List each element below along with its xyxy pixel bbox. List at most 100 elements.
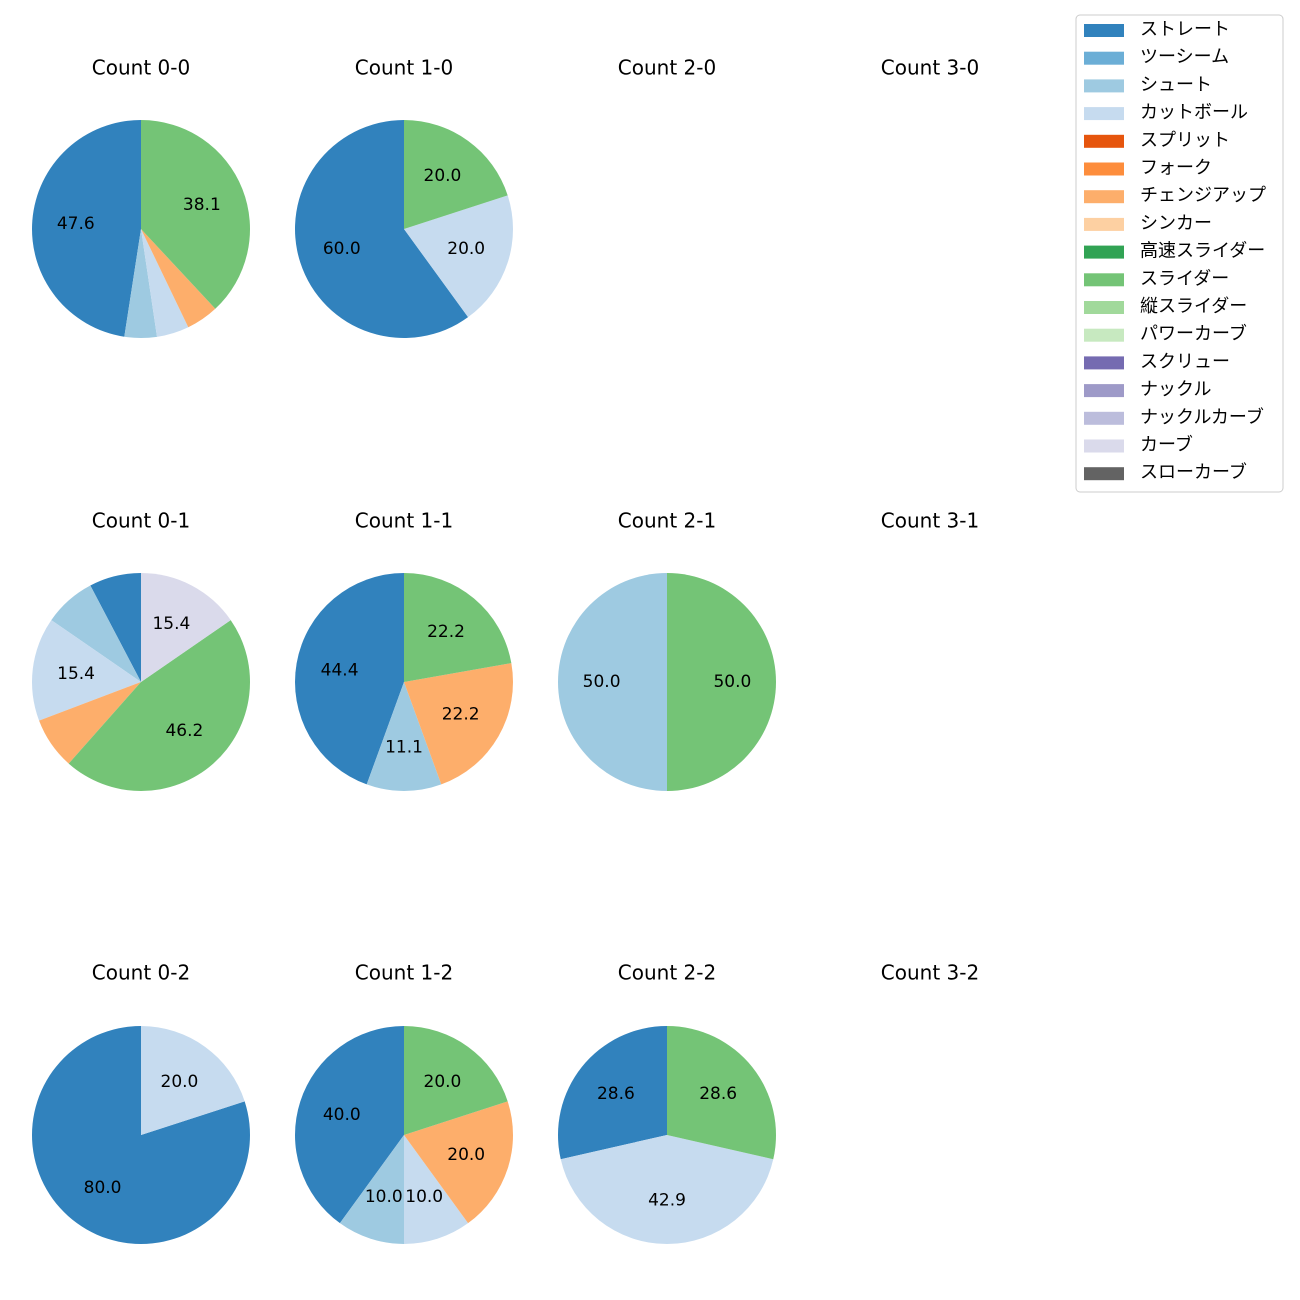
slice-label: 40.0 xyxy=(323,1105,361,1125)
slice-label: 20.0 xyxy=(424,166,462,186)
legend-swatch xyxy=(1084,384,1124,398)
slice-label: 20.0 xyxy=(161,1072,199,1092)
pie-slice xyxy=(141,229,216,328)
pie-slice xyxy=(560,1135,774,1245)
slice-label: 22.2 xyxy=(427,622,465,642)
legend-label: 縦スライダー xyxy=(1140,296,1247,317)
pie-title: Count 0-1 xyxy=(92,509,190,533)
pie-title: Count 0-2 xyxy=(92,961,190,985)
pie-slice xyxy=(32,1026,251,1244)
pie-chart: Count 0-2 80.0 20.0 xyxy=(32,961,251,1244)
pie-slice xyxy=(667,573,776,791)
legend-label: スライダー xyxy=(1140,268,1229,289)
slice-label: 80.0 xyxy=(84,1178,122,1198)
legend-swatch xyxy=(1084,273,1124,287)
legend-swatch xyxy=(1084,411,1124,425)
pie-title: Count 1-0 xyxy=(355,56,453,80)
pie-chart: Count 3-2 xyxy=(881,961,979,985)
pie-slice xyxy=(141,573,231,682)
pie-slice xyxy=(295,120,469,338)
pie-slice xyxy=(141,119,250,309)
legend: ストレートツーシームシュートカットボールスプリットフォークチェンジアップシンカー… xyxy=(1075,14,1284,493)
legend-swatch xyxy=(1084,190,1124,204)
slice-label: 47.6 xyxy=(57,214,95,234)
slice-label: 15.4 xyxy=(152,614,190,634)
pie-slice xyxy=(32,120,142,337)
legend-label: パワーカーブ xyxy=(1140,323,1247,345)
pie-chart: Count 3-0 xyxy=(881,56,979,80)
legend-swatch xyxy=(1084,467,1124,481)
pie-slice xyxy=(404,1101,513,1224)
pie-title: Count 0-0 xyxy=(92,56,190,80)
pie-title: Count 1-1 xyxy=(355,509,453,533)
slice-label: 10.0 xyxy=(365,1187,403,1207)
pie-chart: Count 2-0 xyxy=(618,56,716,80)
legend-swatch xyxy=(1084,301,1124,314)
pie-chart: Count 2-2 28.6 42.9 28.6 xyxy=(558,961,776,1245)
pie-slice xyxy=(404,120,508,229)
legend-label: スクリュー xyxy=(1140,351,1230,372)
pie-slice xyxy=(141,1026,245,1135)
pie-slice xyxy=(558,1026,667,1160)
slice-label: 11.1 xyxy=(385,737,423,757)
slice-label: 46.2 xyxy=(165,721,203,741)
pie-chart: Count 1-1 44.4 11.1 22.2 22.2 xyxy=(294,509,513,791)
legend-swatch xyxy=(1084,439,1124,453)
pie-slice xyxy=(39,682,141,764)
slice-label: 22.2 xyxy=(442,705,480,725)
legend-label: シュート xyxy=(1140,74,1212,95)
legend-swatch xyxy=(1084,217,1124,231)
pie-chart: Count 0-0 47.6 38.1 xyxy=(32,56,250,338)
legend-label: フォーク xyxy=(1140,158,1212,179)
pie-slice xyxy=(366,682,442,791)
legend-label: カットボール xyxy=(1140,102,1248,123)
pie-slice xyxy=(51,585,142,682)
pie-chart: Count 0-1 15.4 46.2 15.4 xyxy=(32,509,251,791)
legend-label: スプリット xyxy=(1140,130,1230,151)
pie-slice xyxy=(667,1026,776,1160)
pie-slice xyxy=(294,1026,404,1224)
slice-label: 60.0 xyxy=(323,239,361,259)
pie-slice xyxy=(404,195,513,318)
legend-swatch xyxy=(1084,134,1124,148)
legend-frame xyxy=(1075,14,1284,493)
pie-chart: Count 1-2 40.0 10.0 10.0 20.0 20.0 xyxy=(294,961,513,1244)
pie-chart: Count 2-1 50.0 50.0 xyxy=(558,509,776,791)
legend-swatch xyxy=(1084,356,1124,370)
pie-slice xyxy=(68,620,251,791)
slice-label: 10.0 xyxy=(405,1187,443,1207)
pie-slice xyxy=(404,663,513,785)
legend-swatch xyxy=(1084,51,1124,65)
legend-label: ツーシーム xyxy=(1140,47,1229,68)
slice-label: 20.0 xyxy=(447,239,485,259)
legend-swatch xyxy=(1084,162,1124,176)
pie-title: Count 3-0 xyxy=(881,56,979,80)
pie-slice xyxy=(404,1026,508,1135)
pie-title: Count 2-0 xyxy=(618,56,716,80)
legend-swatch xyxy=(1084,79,1124,93)
slice-label: 38.1 xyxy=(183,195,221,215)
legend-swatch xyxy=(1084,328,1124,342)
legend-label: チェンジアップ xyxy=(1140,185,1266,206)
pie-title: Count 1-2 xyxy=(355,961,453,985)
legend-swatch xyxy=(1084,107,1124,121)
legend-label: シンカー xyxy=(1140,213,1212,234)
legend-swatch xyxy=(1084,24,1124,37)
pie-slice xyxy=(558,573,667,791)
pie-slice xyxy=(339,1135,404,1244)
pie-slice xyxy=(32,620,142,721)
slice-label: 15.4 xyxy=(57,664,95,684)
legend-swatch xyxy=(1084,245,1124,259)
legend-label: ナックル xyxy=(1140,379,1211,400)
slice-label: 42.9 xyxy=(648,1190,686,1210)
legend-label: ナックルカーブ xyxy=(1140,406,1264,428)
pie-title: Count 3-1 xyxy=(881,509,979,533)
pie-title: Count 2-1 xyxy=(618,509,716,533)
pie-title: Count 2-2 xyxy=(618,961,716,985)
pie-chart: Count 3-1 xyxy=(881,509,979,533)
slice-label: 44.4 xyxy=(321,661,359,681)
pie-chart: Count 1-0 60.0 20.0 20.0 xyxy=(295,56,513,338)
legend-label: ストレート xyxy=(1140,19,1230,40)
legend-label: 高速スライダー xyxy=(1140,241,1265,262)
